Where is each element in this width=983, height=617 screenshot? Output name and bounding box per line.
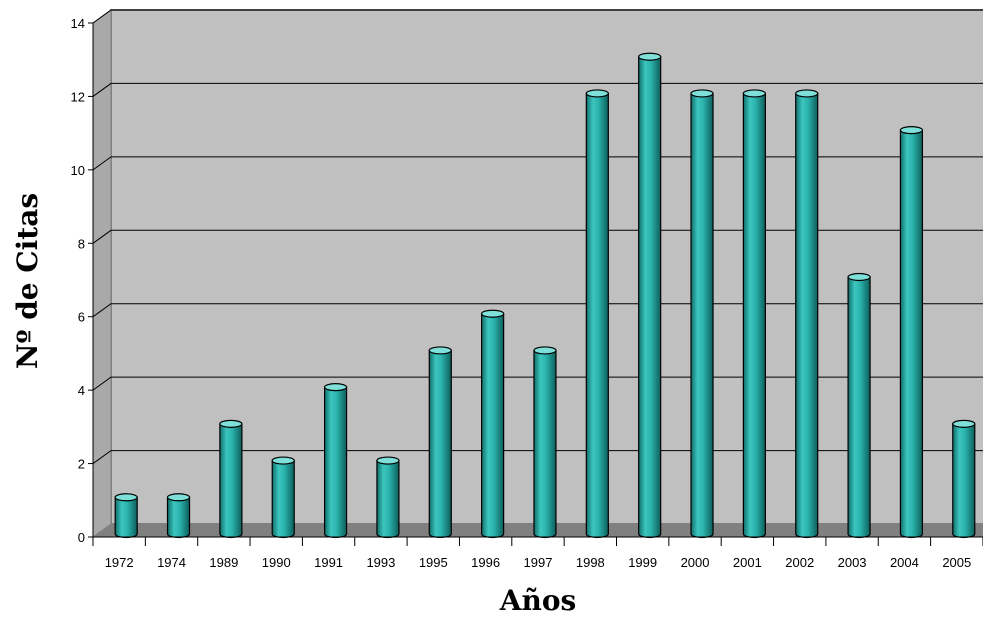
- x-tick-label: 2001: [733, 555, 762, 570]
- bar-body: [899, 129, 924, 539]
- x-axis-title: Años: [499, 584, 577, 617]
- bar-top-cap: [795, 89, 819, 98]
- bar-body: [481, 313, 505, 539]
- bar-body: [585, 92, 609, 539]
- y-tick-label: 4: [78, 383, 85, 398]
- x-tick-label: 1993: [366, 555, 395, 570]
- bar: [742, 89, 766, 539]
- y-tick-label: 12: [71, 89, 85, 104]
- bar: [638, 52, 662, 539]
- x-tick-label: 2004: [890, 555, 919, 570]
- x-tick-label: 2002: [785, 555, 814, 570]
- x-tick-label: 1989: [209, 555, 238, 570]
- bar: [271, 456, 295, 539]
- y-tick-label: 0: [78, 530, 85, 545]
- bar: [952, 419, 976, 539]
- y-tick-label: 8: [78, 236, 85, 251]
- bar: [690, 89, 714, 539]
- y-tick-label: 6: [78, 310, 85, 325]
- x-tick-label: 1990: [262, 555, 291, 570]
- bar-body: [323, 386, 348, 539]
- bar-body: [847, 276, 871, 539]
- gridline: [92, 9, 983, 24]
- bar: [114, 493, 138, 539]
- bar: [376, 456, 400, 539]
- bar: [323, 383, 348, 539]
- y-tick-label: 10: [71, 163, 85, 178]
- bar-body: [795, 92, 819, 539]
- bar: [428, 346, 452, 539]
- x-tick-label: 1995: [419, 555, 448, 570]
- x-tick-label: 1999: [628, 555, 657, 570]
- bar-body: [271, 459, 295, 539]
- gridline: [92, 82, 983, 97]
- x-tick-label: 1998: [576, 555, 605, 570]
- bar-body: [219, 423, 243, 539]
- bar: [847, 272, 871, 539]
- bar-top-cap: [271, 456, 295, 465]
- bar-body: [742, 92, 766, 539]
- bar-top-cap: [114, 493, 138, 502]
- bar-top-cap: [323, 383, 348, 392]
- bar-top-cap: [742, 89, 766, 98]
- bar: [585, 89, 609, 539]
- bar-body: [690, 92, 714, 539]
- x-tick-label: 2003: [838, 555, 867, 570]
- x-tick-label: 2005: [942, 555, 971, 570]
- bar-body: [114, 496, 138, 539]
- bar-top-cap: [899, 126, 924, 135]
- bar-top-cap: [847, 272, 871, 282]
- bar-top-cap: [585, 89, 609, 98]
- bar-top-cap: [690, 89, 714, 98]
- x-tick-label: 1972: [105, 555, 134, 570]
- y-tick-label: 14: [71, 16, 85, 31]
- bar: [166, 493, 191, 539]
- bar-top-cap: [219, 419, 243, 428]
- bar-top-cap: [428, 346, 452, 355]
- bar-body: [376, 459, 400, 539]
- x-tick-label: 2000: [681, 555, 710, 570]
- x-tick-label: 1974: [157, 555, 186, 570]
- bar-body: [166, 496, 191, 539]
- bar-top-cap: [638, 52, 662, 61]
- bar-body: [638, 56, 662, 539]
- bar: [481, 309, 505, 539]
- bar: [219, 419, 243, 539]
- x-tick-label: 1991: [314, 555, 343, 570]
- bar-top-cap: [376, 456, 400, 465]
- side-wall: [92, 9, 112, 538]
- bar-body: [428, 349, 452, 539]
- bar: [533, 346, 557, 539]
- x-tick-label: 1997: [524, 555, 553, 570]
- bar-top-cap: [166, 493, 191, 502]
- bar-top-cap: [481, 309, 505, 318]
- x-axis: 1972 1974 1989 1990 1991 1993 1995 1996 1997 1998…: [92, 536, 983, 570]
- bar: [795, 89, 819, 539]
- x-tick-label: 1996: [471, 555, 500, 570]
- bar: [899, 126, 924, 539]
- bars: [114, 52, 976, 539]
- y-tick-label: 2: [78, 457, 85, 472]
- bar-body: [952, 423, 976, 539]
- y-axis-title: Nº de Citas: [11, 193, 44, 369]
- bar-top-cap: [533, 346, 557, 355]
- y-axis: 0 2 4 6 8 10 12 14: [71, 16, 94, 545]
- bar-top-cap: [952, 419, 976, 428]
- bar-body: [533, 349, 557, 539]
